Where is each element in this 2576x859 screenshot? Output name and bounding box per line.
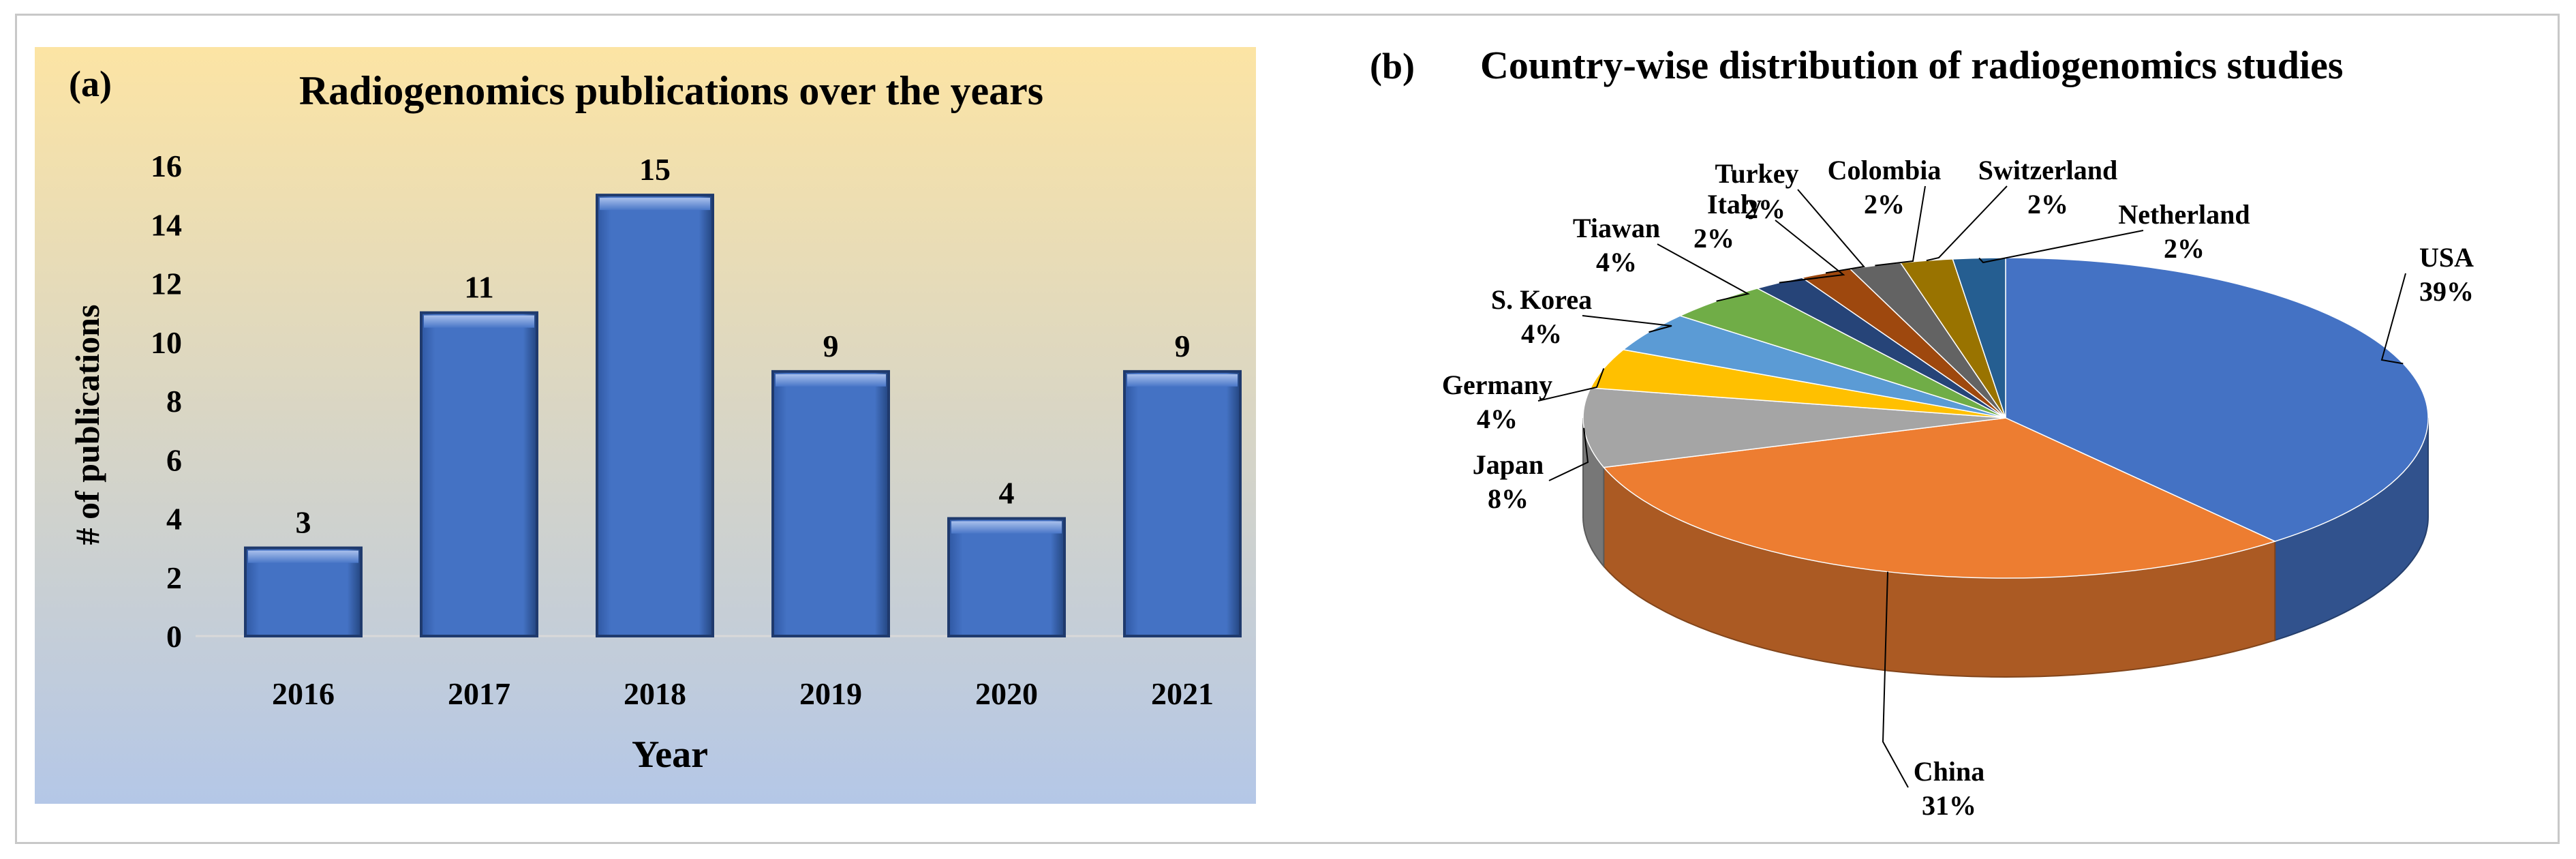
- pie-label-pct: 2%: [1693, 223, 1734, 254]
- leader-line-netherland: [1978, 230, 2144, 264]
- pie-label-name: Colombia: [1828, 155, 1942, 185]
- x-tick-label-2020: 2020: [975, 676, 1038, 711]
- pie-slice-japan: [1582, 387, 2006, 468]
- y-tick-label: 0: [166, 619, 182, 654]
- panel-b-letter: (b): [1370, 46, 1415, 87]
- pie-label-name: Japan: [1473, 449, 1544, 480]
- data-label-2019: 9: [823, 329, 839, 363]
- bar-2018: [596, 194, 714, 637]
- panel-a-bar-chart: (a) Radiogenomics publications over the …: [35, 47, 1256, 804]
- pie-label-pct: 4%: [1596, 247, 1637, 277]
- pie-label-pct: 2%: [1864, 189, 1905, 220]
- pie-label-pct: 2%: [2164, 233, 2205, 264]
- pie-label-turkey: Turkey 2%: [1715, 158, 1865, 274]
- pie-label-name: Switzerland: [1978, 155, 2117, 185]
- bars: 3 2016 11 2017 15 2018 9 2019 4 2020 9 2021: [244, 152, 1242, 711]
- panel-a-title: Radiogenomics publications over the year…: [299, 68, 1043, 113]
- pie-label-germany: Germany 4%: [1442, 368, 1605, 434]
- figure-frame: (a) Radiogenomics publications over the …: [15, 14, 2560, 844]
- leader-line-usa: [2380, 273, 2406, 365]
- leader-line-japan: [1548, 427, 1589, 481]
- data-label-2021: 9: [1175, 329, 1191, 363]
- bar-bevel-2020: [951, 521, 1062, 534]
- y-tick-label: 14: [151, 207, 182, 242]
- pie-slice-usa: [2005, 257, 2429, 542]
- y-axis-ticks: 0 2 4 6 8 10 12 14 16: [151, 149, 182, 654]
- pie-label-name: Turkey: [1715, 158, 1798, 189]
- bar-2020: [947, 517, 1066, 637]
- pie-label-pct: 31%: [1922, 790, 1976, 821]
- y-axis-label: # of publications: [68, 305, 106, 545]
- y-tick-label: 2: [166, 560, 182, 595]
- panel-b-title: Country-wise distribution of radiogenomi…: [1480, 43, 2343, 87]
- leader-line-s-korea: [1582, 315, 1672, 333]
- bar-bevel-2021: [1127, 374, 1238, 387]
- pie-label-switzerland: Switzerland 2%: [1926, 155, 2117, 262]
- pie-label-name: USA: [2419, 242, 2474, 273]
- y-tick-label: 4: [166, 502, 182, 537]
- y-tick-label: 12: [151, 267, 182, 301]
- y-tick-label: 16: [151, 149, 182, 183]
- pie-label-pct: 8%: [1488, 483, 1529, 514]
- leader-line-colombia: [1875, 185, 1926, 267]
- pie-label-name: Germany: [1442, 370, 1552, 400]
- data-label-2020: 4: [999, 476, 1015, 511]
- bar-2019: [771, 370, 890, 637]
- pie-label-name: China: [1914, 756, 1985, 787]
- x-axis-label: Year: [632, 734, 708, 776]
- bar-bevel-2018: [600, 198, 710, 211]
- bar-bevel-2016: [248, 550, 358, 563]
- bar-bevel-2017: [424, 315, 534, 328]
- pie-label-name: Netherland: [2118, 199, 2250, 230]
- bar-2021: [1123, 370, 1242, 637]
- bar-2017: [420, 311, 538, 637]
- pie-label-name: Italy: [1707, 189, 1762, 220]
- x-tick-label-2016: 2016: [272, 676, 335, 711]
- x-tick-label-2021: 2021: [1151, 676, 1214, 711]
- pie-label-tiawan: Tiawan 4%: [1573, 213, 1750, 302]
- pie-slices: [1582, 257, 2429, 579]
- x-tick-label-2017: 2017: [448, 676, 510, 711]
- pie-label-colombia: Colombia 2%: [1828, 155, 1942, 267]
- pie-label-name: Tiawan: [1573, 213, 1660, 243]
- y-tick-label: 8: [166, 384, 182, 419]
- x-tick-label-2019: 2019: [799, 676, 862, 711]
- leader-line-switzerland: [1926, 185, 2008, 262]
- panel-b-pie-chart: (b) Country-wise distribution of radioge…: [1370, 43, 2474, 821]
- pie-label-pct: 4%: [1521, 318, 1562, 349]
- data-label-2016: 3: [296, 505, 311, 540]
- leader-line-china: [1882, 571, 1909, 788]
- figure-canvas: (a) Radiogenomics publications over the …: [35, 43, 2474, 821]
- pie-label-name: S. Korea: [1491, 284, 1592, 315]
- pie-label-pct: 2%: [2027, 189, 2068, 220]
- pie-label-pct: 39%: [2419, 276, 2474, 307]
- bar-bevel-2019: [776, 374, 886, 387]
- pie-label-pct: 2%: [1745, 194, 1785, 224]
- pie-slice-china: [1602, 417, 2277, 579]
- pie-label-pct: 4%: [1477, 404, 1518, 434]
- x-tick-label-2018: 2018: [624, 676, 686, 711]
- panel-a-letter: (a): [69, 63, 112, 104]
- leader-line-tiawan: [1657, 243, 1750, 302]
- leader-line-turkey: [1797, 189, 1865, 274]
- data-label-2017: 11: [464, 270, 493, 305]
- data-label-2018: 15: [639, 152, 671, 187]
- leader-line-germany: [1537, 368, 1605, 402]
- y-tick-label: 6: [166, 442, 182, 477]
- leader-line-italy: [1775, 220, 1845, 284]
- y-tick-label: 10: [151, 325, 182, 360]
